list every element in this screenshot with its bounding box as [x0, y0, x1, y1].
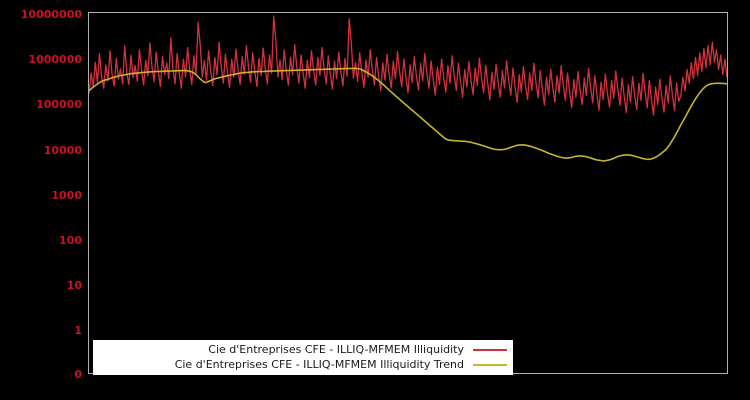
- legend-line-swatch-illiquidity-trend: [473, 364, 507, 366]
- series-canvas: [89, 15, 727, 162]
- legend-label-illiquidity: Cie d'Entreprises CFE - ILLIQ-MFMEM Illi…: [208, 343, 464, 356]
- y-tick-label: 10000: [43, 144, 82, 157]
- legend-entry-illiquidity-trend: Cie d'Entreprises CFE - ILLIQ-MFMEM Illi…: [93, 358, 513, 373]
- y-tick-label: 1: [74, 324, 82, 337]
- legend-entry-illiquidity: Cie d'Entreprises CFE - ILLIQ-MFMEM Illi…: [93, 343, 513, 358]
- illiquidity-series-line: [89, 15, 727, 116]
- y-tick-label: 10: [66, 279, 82, 292]
- y-tick-label: 1000: [51, 189, 82, 202]
- y-tick-label: 10000000: [20, 8, 82, 21]
- y-axis-tick-labels: 10000000 1000000 100000 10000 1000 100 1…: [0, 0, 82, 400]
- y-tick-label: 0: [74, 368, 82, 381]
- chart-legend: Cie d'Entreprises CFE - ILLIQ-MFMEM Illi…: [93, 340, 513, 375]
- y-tick-label: 1000000: [28, 53, 82, 66]
- legend-line-swatch-illiquidity: [473, 349, 507, 351]
- plot-area: [88, 12, 728, 374]
- y-tick-label: 100: [59, 234, 82, 247]
- legend-label-illiquidity-trend: Cie d'Entreprises CFE - ILLIQ-MFMEM Illi…: [174, 358, 464, 371]
- y-tick-label: 100000: [36, 98, 82, 111]
- illiquidity-trend-line: [89, 67, 727, 162]
